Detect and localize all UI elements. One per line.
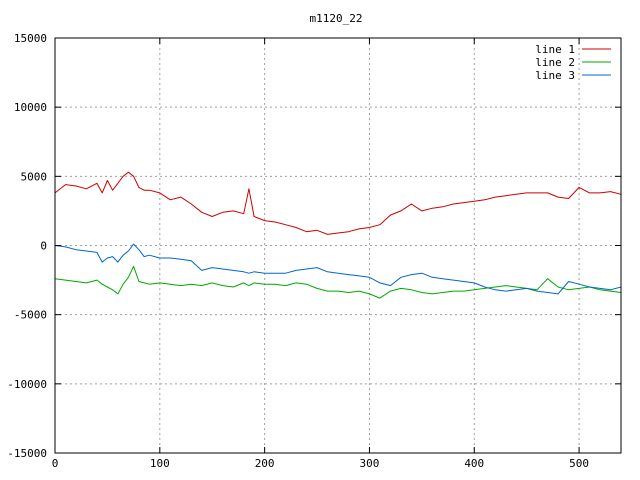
series-line-2: [54, 265, 622, 299]
x-tick-label: 100: [150, 457, 170, 470]
y-tick-label: -15000: [7, 447, 47, 460]
series-line-3: [54, 243, 622, 295]
legend-label-3: line 3: [535, 69, 575, 82]
y-tick-label: 10000: [14, 101, 47, 114]
grid: [55, 38, 621, 453]
y-tick-label: -5000: [14, 309, 47, 322]
x-tick-label: 300: [360, 457, 380, 470]
legend-label-2: line 2: [535, 56, 575, 69]
x-tick-label: 0: [52, 457, 59, 470]
x-tick-label: 500: [569, 457, 589, 470]
y-tick-label: 15000: [14, 32, 47, 45]
legend-label-1: line 1: [535, 43, 575, 56]
series-lines: [54, 171, 622, 299]
y-tick-label: -10000: [7, 378, 47, 391]
chart-title: m1120_22: [310, 12, 363, 25]
y-tick-label: 5000: [21, 170, 48, 183]
series-line-1: [54, 171, 622, 235]
axis-ticks: 0 100 200 300 400 500 -15000 -10000 -5000 0 5000 10…: [7, 32, 621, 470]
x-tick-label: 400: [464, 457, 484, 470]
y-tick-label: 0: [40, 240, 47, 253]
x-tick-label: 200: [255, 457, 275, 470]
